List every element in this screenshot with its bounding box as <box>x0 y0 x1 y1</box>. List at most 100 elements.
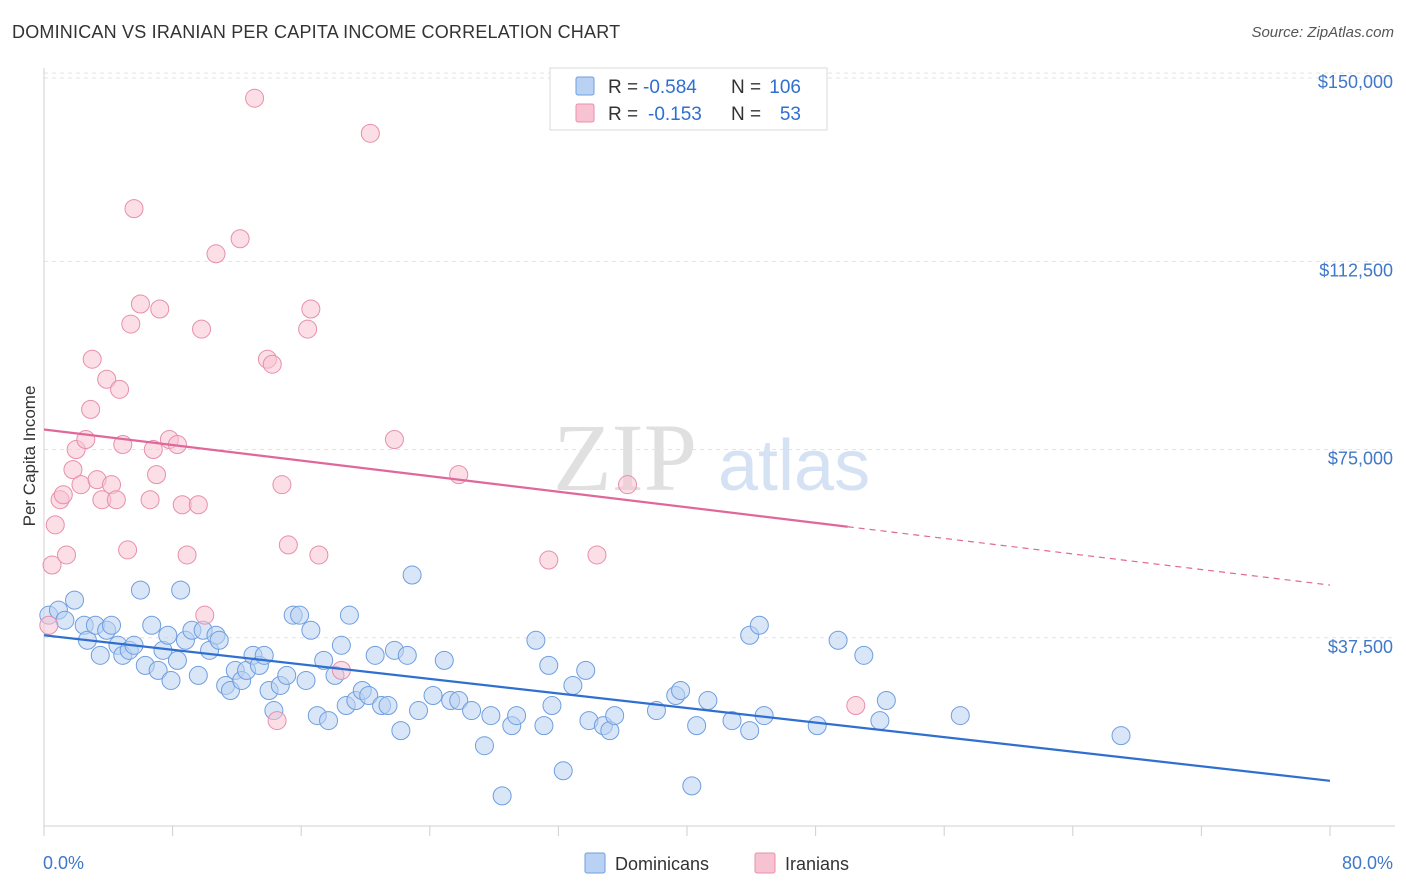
chart-source: Source: ZipAtlas.com <box>1251 24 1394 41</box>
bottom-legend-swatch-dominicans <box>584 852 606 874</box>
point-dominicans <box>365 645 385 665</box>
point-dominicans <box>359 685 379 705</box>
point-dominicans <box>301 620 321 640</box>
point-dominicans <box>434 650 454 670</box>
point-iranians <box>206 244 226 264</box>
point-dominicans <box>687 716 707 736</box>
point-dominicans <box>722 711 742 731</box>
point-iranians <box>245 88 265 108</box>
legend-n-value-dominicans: 106 <box>769 77 801 98</box>
point-dominicans <box>314 650 334 670</box>
point-dominicans <box>462 701 482 721</box>
point-iranians <box>587 545 607 565</box>
chart-title: DOMINICAN VS IRANIAN PER CAPITA INCOME C… <box>12 22 621 42</box>
bottom-legend: Dominicans Iranians <box>584 852 849 874</box>
point-dominicans <box>290 605 310 625</box>
y-tick-label: $75,000 <box>1328 449 1393 469</box>
point-dominicans <box>870 711 890 731</box>
point-iranians <box>618 475 638 495</box>
legend-n-label-iranians: N = <box>731 104 761 125</box>
point-iranians <box>45 515 65 535</box>
point-dominicans <box>828 630 848 650</box>
point-dominicans <box>409 701 429 721</box>
point-dominicans <box>90 645 110 665</box>
watermark: ZIP atlas <box>553 404 870 511</box>
data-points <box>39 88 1131 806</box>
point-dominicans <box>563 675 583 695</box>
point-iranians <box>846 696 866 716</box>
point-dominicans <box>55 610 75 630</box>
point-dominicans <box>402 565 422 585</box>
y-tick-label: $150,000 <box>1318 72 1393 92</box>
point-dominicans <box>391 721 411 741</box>
point-dominicans <box>553 761 573 781</box>
point-iranians <box>124 199 144 219</box>
point-dominicans <box>749 615 769 635</box>
point-dominicans <box>65 590 85 610</box>
point-iranians <box>118 540 138 560</box>
point-dominicans <box>378 696 398 716</box>
trend-line-extension-iranians <box>847 526 1331 586</box>
point-dominicans <box>539 655 559 675</box>
x-tick-label-min: 0.0% <box>43 853 84 873</box>
point-dominicans <box>682 776 702 796</box>
point-dominicans <box>526 630 546 650</box>
point-iranians <box>230 229 250 249</box>
legend-n-value-iranians: 53 <box>780 104 801 125</box>
point-dominicans <box>492 786 512 806</box>
point-dominicans <box>171 580 191 600</box>
point-iranians <box>42 555 62 575</box>
point-dominicans <box>423 685 443 705</box>
gridlines <box>44 72 1395 639</box>
point-iranians <box>110 379 130 399</box>
point-iranians <box>188 495 208 515</box>
legend-box <box>549 67 828 131</box>
point-iranians <box>130 294 150 314</box>
trend-lines <box>43 428 1331 782</box>
y-axis-label: Per Capita Income <box>20 386 39 527</box>
point-dominicans <box>534 716 554 736</box>
point-dominicans <box>854 645 874 665</box>
point-dominicans <box>474 736 494 756</box>
point-dominicans <box>148 660 168 680</box>
point-iranians <box>39 615 59 635</box>
y-tick-label: $112,500 <box>1319 260 1393 280</box>
point-iranians <box>278 535 298 555</box>
legend-swatch-iranians <box>575 103 595 123</box>
point-iranians <box>267 711 287 731</box>
point-dominicans <box>950 706 970 726</box>
point-dominicans <box>1111 726 1131 746</box>
point-iranians <box>81 399 101 419</box>
bottom-legend-label-iranians: Iranians <box>785 854 849 874</box>
point-iranians <box>298 319 318 339</box>
point-iranians <box>57 545 77 565</box>
point-iranians <box>384 430 404 450</box>
point-iranians <box>97 369 117 389</box>
point-dominicans <box>209 630 229 650</box>
point-iranians <box>82 349 102 369</box>
point-dominicans <box>671 680 691 700</box>
point-dominicans <box>807 716 827 736</box>
point-dominicans <box>740 721 760 741</box>
point-dominicans <box>102 615 122 635</box>
legend-n-label-dominicans: N = <box>731 77 761 98</box>
y-tick-label: $37,500 <box>1328 637 1393 657</box>
legend-swatch-dominicans <box>575 76 595 96</box>
point-iranians <box>143 440 163 460</box>
point-iranians <box>539 550 559 570</box>
point-dominicans <box>542 696 562 716</box>
point-iranians <box>63 460 83 480</box>
point-dominicans <box>605 706 625 726</box>
point-iranians <box>272 475 292 495</box>
legend: R = -0.584 N = 106 R = -0.153 N = 53 <box>549 67 828 131</box>
point-iranians <box>150 299 170 319</box>
trend-line-iranians <box>43 428 848 528</box>
point-dominicans <box>449 691 469 711</box>
point-dominicans <box>296 670 316 690</box>
axes <box>43 68 1395 836</box>
point-dominicans <box>167 650 187 670</box>
trend-line-dominicans <box>43 634 1331 782</box>
legend-r-label-dominicans: R = <box>608 77 638 98</box>
point-dominicans <box>507 706 527 726</box>
